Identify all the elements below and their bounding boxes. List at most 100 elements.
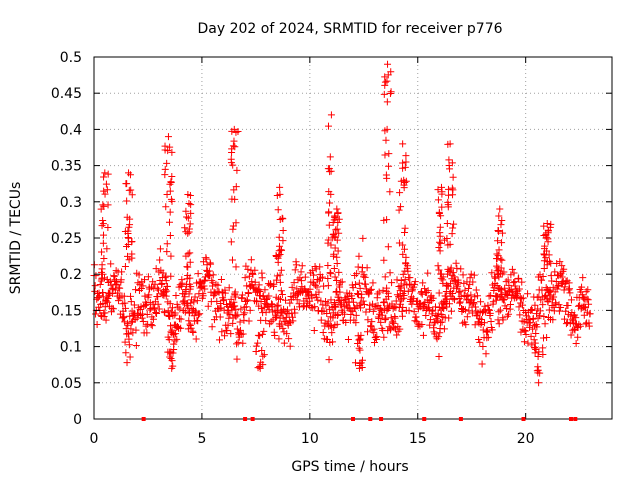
data-point xyxy=(383,77,391,85)
data-point xyxy=(396,189,404,197)
zero-marker xyxy=(368,417,373,421)
x-axis-label: GPS time / hours xyxy=(291,459,408,475)
data-point xyxy=(425,306,433,314)
data-point xyxy=(485,292,493,300)
data-point xyxy=(182,252,190,260)
data-point xyxy=(389,318,397,326)
data-point xyxy=(500,295,508,303)
data-point xyxy=(329,338,337,346)
data-point xyxy=(438,304,446,312)
data-point xyxy=(187,324,195,332)
data-point xyxy=(104,223,112,231)
data-point xyxy=(446,140,454,148)
data-point xyxy=(512,294,520,302)
data-point xyxy=(533,323,541,331)
data-point xyxy=(566,289,574,297)
data-point xyxy=(283,330,291,338)
data-point xyxy=(405,307,413,315)
data-point xyxy=(98,275,106,283)
data-point xyxy=(443,219,451,227)
data-point xyxy=(445,300,453,308)
data-point xyxy=(270,280,278,288)
data-point xyxy=(354,340,362,348)
data-point xyxy=(473,292,481,300)
data-point xyxy=(186,220,194,228)
data-point xyxy=(332,226,340,234)
data-point xyxy=(335,296,343,304)
data-point xyxy=(128,250,136,258)
data-point xyxy=(257,358,265,366)
data-point xyxy=(495,246,503,254)
data-point xyxy=(438,318,446,326)
data-point xyxy=(584,286,592,294)
data-point xyxy=(419,279,427,287)
data-point xyxy=(172,291,180,299)
data-point xyxy=(381,151,389,159)
data-point xyxy=(342,318,350,326)
data-point xyxy=(226,311,234,319)
data-point xyxy=(506,286,514,294)
data-point xyxy=(99,289,107,297)
data-point xyxy=(516,311,524,319)
data-point xyxy=(166,232,174,240)
data-point xyxy=(578,283,586,291)
data-point xyxy=(531,339,539,347)
data-point xyxy=(102,180,110,188)
data-point xyxy=(117,276,125,284)
data-point xyxy=(386,89,394,97)
data-point xyxy=(360,300,368,308)
data-point xyxy=(227,155,235,163)
data-point xyxy=(355,252,363,260)
data-point xyxy=(524,339,532,347)
data-point xyxy=(397,177,405,185)
data-point xyxy=(132,286,140,294)
data-point xyxy=(437,239,445,247)
data-point xyxy=(230,125,238,133)
data-point xyxy=(167,308,175,316)
data-point xyxy=(258,346,266,354)
y-tick-label: 0.15 xyxy=(51,303,82,319)
data-point xyxy=(497,255,505,263)
data-point xyxy=(114,289,122,297)
data-point xyxy=(99,216,107,224)
data-point xyxy=(507,271,515,279)
data-point xyxy=(465,285,473,293)
data-point xyxy=(494,226,502,234)
data-point xyxy=(247,256,255,264)
data-point xyxy=(122,349,130,357)
data-point xyxy=(580,311,588,319)
data-point xyxy=(363,264,371,272)
data-point xyxy=(537,296,545,304)
data-point xyxy=(510,279,518,287)
data-point xyxy=(168,197,176,205)
data-point xyxy=(167,272,175,280)
data-point xyxy=(402,158,410,166)
data-point xyxy=(233,166,241,174)
data-point xyxy=(579,274,587,282)
data-point xyxy=(100,173,108,181)
data-point xyxy=(221,332,229,340)
data-point xyxy=(172,330,180,338)
data-point xyxy=(431,303,439,311)
data-point xyxy=(457,265,465,273)
data-point xyxy=(489,298,497,306)
data-point xyxy=(362,280,370,288)
data-point xyxy=(176,305,184,313)
data-point xyxy=(112,280,120,288)
data-point xyxy=(232,312,240,320)
data-point xyxy=(438,203,446,211)
data-point xyxy=(426,316,434,324)
data-point xyxy=(572,339,580,347)
data-point xyxy=(434,310,442,318)
data-point xyxy=(436,247,444,255)
data-point xyxy=(277,266,285,274)
data-point xyxy=(531,343,539,351)
data-point xyxy=(375,288,383,296)
data-point xyxy=(463,313,471,321)
data-point xyxy=(472,286,480,294)
data-point xyxy=(186,285,194,293)
data-point xyxy=(402,260,410,268)
data-point xyxy=(401,224,409,232)
